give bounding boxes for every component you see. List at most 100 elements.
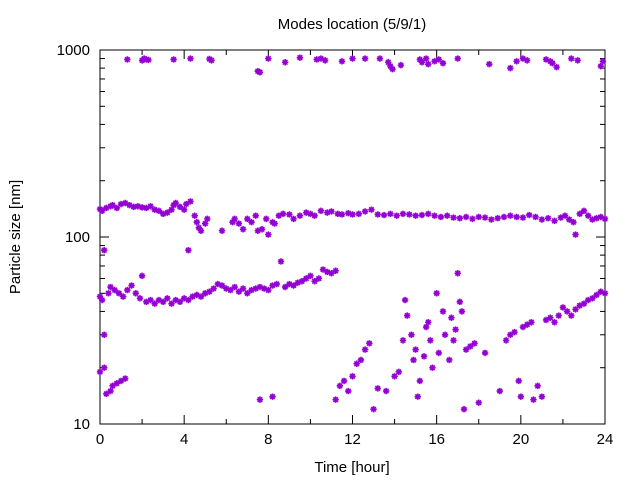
data-point	[589, 295, 596, 302]
data-point	[345, 387, 352, 395]
data-point	[502, 337, 510, 344]
data-point	[176, 298, 184, 306]
data-point	[332, 396, 339, 403]
data-point	[119, 293, 127, 300]
data-point	[469, 215, 476, 223]
data-point	[523, 321, 531, 328]
data-point	[168, 300, 175, 307]
data-point	[349, 55, 356, 62]
data-point	[395, 368, 402, 376]
data-point	[544, 215, 552, 222]
data-point	[496, 387, 503, 395]
data-point	[448, 314, 455, 321]
data-point	[235, 288, 243, 295]
data-point	[140, 55, 148, 62]
data-point	[382, 387, 390, 395]
data-point	[416, 56, 424, 63]
data-point	[513, 58, 520, 65]
data-point	[311, 212, 318, 219]
data-point	[258, 226, 266, 233]
data-point	[185, 246, 192, 254]
data-point	[387, 210, 394, 218]
data-point	[303, 275, 310, 282]
data-point	[96, 293, 104, 300]
data-point	[256, 396, 264, 403]
data-point	[561, 212, 569, 219]
data-point	[450, 214, 457, 221]
data-point	[98, 296, 106, 304]
data-point	[147, 296, 154, 304]
data-point	[355, 210, 363, 218]
data-point	[528, 319, 535, 326]
data-point	[122, 375, 129, 382]
data-point	[353, 360, 360, 367]
data-point	[580, 207, 588, 215]
data-point	[269, 393, 276, 400]
plot-frame	[99, 49, 606, 425]
data-point	[532, 213, 539, 221]
data-point	[96, 368, 104, 376]
data-point	[361, 55, 369, 62]
data-point	[439, 308, 447, 315]
data-point	[410, 356, 417, 364]
data-point	[425, 319, 432, 326]
data-point	[387, 62, 394, 70]
data-point	[429, 364, 436, 371]
data-point	[136, 295, 144, 302]
data-point	[235, 220, 243, 227]
data-point	[435, 56, 442, 63]
data-point	[279, 210, 287, 218]
x-tick-label: 8	[264, 431, 272, 448]
x-axis-label: Time [hour]	[314, 459, 389, 476]
data-point	[443, 212, 451, 219]
data-point	[601, 215, 609, 223]
data-point	[296, 54, 304, 61]
data-point	[538, 216, 546, 223]
data-point	[208, 57, 215, 64]
data-point	[98, 207, 106, 215]
data-point	[366, 340, 373, 347]
data-point	[412, 346, 419, 353]
y-tick-label: 100	[65, 229, 90, 246]
data-point	[187, 198, 194, 205]
data-point	[507, 64, 514, 72]
data-point	[206, 288, 213, 295]
data-point	[530, 396, 537, 403]
data-point	[107, 283, 114, 291]
data-point	[435, 349, 442, 357]
data-point	[294, 279, 301, 286]
data-point	[456, 298, 464, 306]
data-point	[290, 215, 297, 223]
data-point	[422, 323, 430, 331]
data-point	[584, 296, 592, 304]
data-point	[101, 331, 108, 338]
data-point	[416, 377, 424, 385]
data-point	[547, 314, 554, 321]
data-point	[475, 399, 482, 406]
data-point	[542, 56, 550, 63]
data-point	[559, 304, 567, 311]
data-point	[313, 56, 320, 63]
data-point	[189, 293, 196, 300]
data-point	[446, 356, 453, 364]
data-point	[462, 346, 470, 353]
data-point	[244, 290, 251, 297]
data-point	[126, 201, 133, 209]
data-point	[229, 218, 236, 226]
data-point	[214, 280, 222, 288]
data-point	[124, 286, 131, 294]
data-point	[107, 387, 114, 395]
data-point	[380, 211, 388, 219]
data-point	[433, 290, 440, 297]
data-point	[180, 295, 188, 302]
data-point	[328, 208, 335, 215]
data-point	[143, 298, 150, 306]
data-point	[517, 393, 525, 400]
data-point	[260, 285, 268, 292]
data-point	[117, 377, 125, 385]
data-point	[109, 382, 116, 390]
data-point	[418, 59, 426, 66]
data-point	[515, 377, 522, 385]
data-point	[239, 226, 247, 233]
